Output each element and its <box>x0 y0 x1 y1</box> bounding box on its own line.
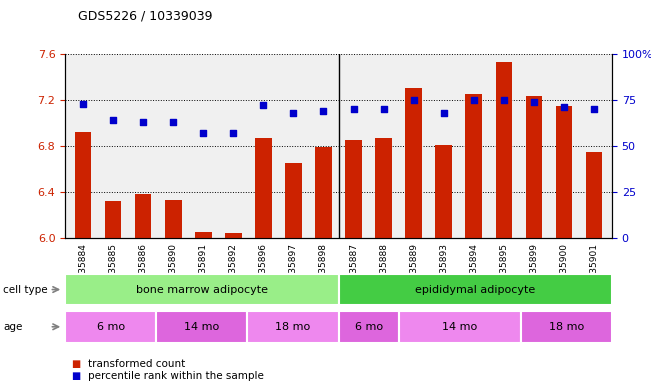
Text: percentile rank within the sample: percentile rank within the sample <box>88 371 264 381</box>
Point <box>168 119 178 125</box>
Point <box>258 102 269 108</box>
Bar <box>465 94 482 238</box>
Text: ■: ■ <box>72 359 81 369</box>
Text: age: age <box>3 322 23 332</box>
Point <box>378 106 389 112</box>
Bar <box>406 88 422 238</box>
Text: 6 mo: 6 mo <box>355 322 383 332</box>
Bar <box>586 152 602 238</box>
Bar <box>495 62 512 238</box>
Point <box>228 130 238 136</box>
Bar <box>436 145 452 238</box>
Point <box>529 99 539 105</box>
Text: 18 mo: 18 mo <box>275 322 311 332</box>
Text: ■: ■ <box>72 371 81 381</box>
Bar <box>376 138 392 238</box>
Point <box>408 97 419 103</box>
Text: cell type: cell type <box>3 285 48 295</box>
Bar <box>285 163 301 238</box>
Point <box>559 104 569 110</box>
Bar <box>255 138 271 238</box>
Text: epididymal adipocyte: epididymal adipocyte <box>415 285 535 295</box>
Text: GDS5226 / 10339039: GDS5226 / 10339039 <box>78 10 213 23</box>
Point <box>469 97 479 103</box>
Point <box>288 110 299 116</box>
Point <box>348 106 359 112</box>
Bar <box>105 201 122 238</box>
Bar <box>195 232 212 238</box>
Bar <box>225 233 242 238</box>
Bar <box>555 106 572 238</box>
Point <box>78 101 89 107</box>
Text: 14 mo: 14 mo <box>184 322 219 332</box>
Point <box>589 106 599 112</box>
Point <box>439 110 449 116</box>
Text: transformed count: transformed count <box>88 359 185 369</box>
Bar <box>525 96 542 238</box>
Bar <box>75 132 91 238</box>
Bar <box>315 147 332 238</box>
Point <box>499 97 509 103</box>
Bar <box>345 140 362 238</box>
Point <box>318 108 329 114</box>
Text: 18 mo: 18 mo <box>549 322 584 332</box>
Text: 6 mo: 6 mo <box>96 322 125 332</box>
Point <box>198 130 208 136</box>
Point <box>138 119 148 125</box>
Point <box>108 117 118 123</box>
Bar <box>165 200 182 238</box>
Text: 14 mo: 14 mo <box>443 322 478 332</box>
Bar <box>135 194 152 238</box>
Text: bone marrow adipocyte: bone marrow adipocyte <box>136 285 268 295</box>
